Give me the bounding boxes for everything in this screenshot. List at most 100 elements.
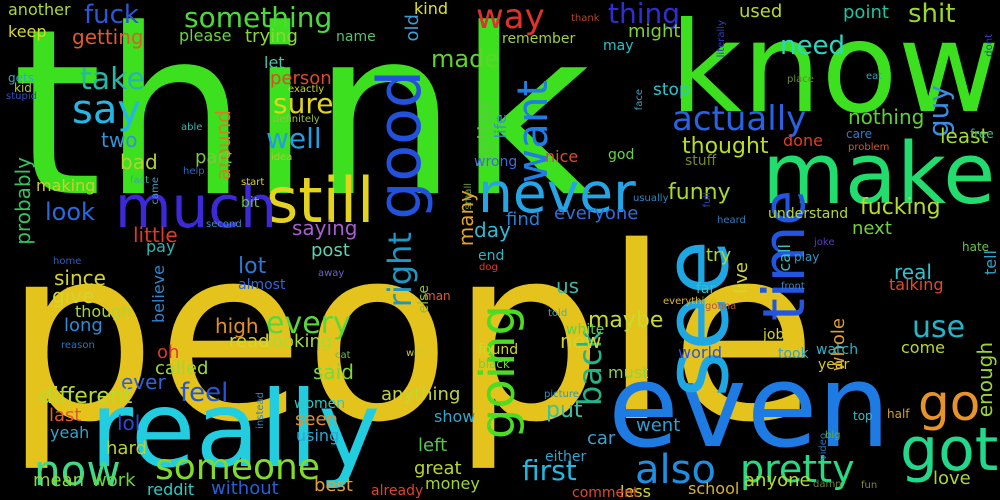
word-either: either xyxy=(545,449,587,465)
word-need: need xyxy=(780,31,845,61)
word-car: car xyxy=(587,428,616,449)
word-saying: saying xyxy=(292,216,358,240)
word-fun: fun xyxy=(861,480,878,491)
word-never: never xyxy=(478,161,636,225)
word-enough: enough xyxy=(973,342,997,418)
word-take: take xyxy=(80,62,145,97)
word-talking: talking xyxy=(889,275,944,294)
word-joke: joke xyxy=(814,237,835,248)
word-real: real xyxy=(894,260,932,284)
word-getting: getting xyxy=(72,25,144,49)
word-call: call xyxy=(775,244,794,272)
word-dog: dog xyxy=(479,262,498,273)
word-nothing: nothing xyxy=(848,105,925,129)
word-used: used xyxy=(739,1,783,22)
word-remember: remember xyxy=(502,31,576,47)
word-school: school xyxy=(688,479,740,498)
word-left: left xyxy=(418,435,448,456)
word-god: god xyxy=(608,147,635,163)
word-actually: actually xyxy=(672,99,807,139)
word-feel: feel xyxy=(180,378,229,408)
word-bad: bad xyxy=(120,150,158,174)
word-hard: hard xyxy=(106,438,147,459)
word-money: money xyxy=(425,474,480,493)
word-heard: heard xyxy=(717,215,746,226)
word-might: might xyxy=(628,21,681,42)
word-use: use xyxy=(912,310,966,345)
word-keep: keep xyxy=(8,22,47,41)
word-white: white xyxy=(566,322,605,338)
word-high: high xyxy=(215,314,259,338)
word-care: care xyxy=(846,127,873,141)
word-way: way xyxy=(476,0,545,37)
word-thank: thank xyxy=(571,13,600,24)
word-live: live xyxy=(731,262,752,294)
word-damn: damn xyxy=(813,479,842,490)
word-us: us xyxy=(556,274,580,298)
word-help: help xyxy=(183,166,205,177)
word-called: called xyxy=(155,358,209,379)
word-read: read xyxy=(229,331,270,352)
word-mean: mean xyxy=(33,470,85,491)
word-using: using xyxy=(296,426,340,445)
word-point: point xyxy=(843,2,889,23)
word-away: away xyxy=(318,268,345,279)
word-put: put xyxy=(546,398,583,423)
word-play: play xyxy=(794,250,820,264)
word-thing: thing xyxy=(608,0,681,30)
word-women: women xyxy=(294,396,346,412)
word-long: long xyxy=(64,315,103,336)
word-good: good xyxy=(365,70,435,220)
word-wrong: wrong xyxy=(474,154,518,170)
word-new: new xyxy=(560,329,602,353)
word-came: came xyxy=(150,177,161,205)
word-thought: thought xyxy=(682,134,769,159)
word-picture: picture xyxy=(544,389,579,400)
word-home: home xyxy=(53,256,82,267)
word-probably: probably xyxy=(11,157,35,245)
word-work: work xyxy=(92,470,136,491)
word-shit: shit xyxy=(908,0,956,29)
word-said: said xyxy=(313,360,354,384)
word-told: told xyxy=(548,308,568,319)
word-problem: problem xyxy=(848,142,890,153)
word-day: day xyxy=(474,218,511,242)
word-try: try xyxy=(706,245,732,266)
word-free: free xyxy=(970,127,994,141)
word-making: making xyxy=(36,176,96,195)
word-kind: kind xyxy=(414,0,449,18)
word-idea: idea xyxy=(271,152,293,163)
word-around: around xyxy=(211,110,235,181)
word-face: face xyxy=(634,89,645,111)
word-yeah: yeah xyxy=(50,423,90,442)
word-right: right xyxy=(381,232,419,308)
word-part: part xyxy=(195,147,232,168)
word-though: though xyxy=(75,302,132,321)
word-lol: lol xyxy=(117,411,141,435)
word-want: want xyxy=(508,80,557,184)
word-also: also xyxy=(635,447,716,493)
word-cat: cat xyxy=(335,350,351,361)
word-bit: bit xyxy=(241,195,260,211)
word-far: far xyxy=(696,281,716,297)
word-word: word xyxy=(406,348,431,359)
word-almost: almost xyxy=(238,277,286,293)
word-funny: funny xyxy=(668,180,731,205)
word-everyone: everyone xyxy=(554,203,639,224)
word-stuff: stuff xyxy=(685,153,717,169)
word-pay: pay xyxy=(146,237,176,256)
word-old: old xyxy=(402,14,423,42)
word-go: go xyxy=(918,374,981,432)
word-stupid: stupid xyxy=(6,91,37,102)
word-pretty: pretty xyxy=(740,447,855,491)
word-must: must xyxy=(608,363,649,382)
word-love: love xyxy=(933,468,971,489)
word-another: another xyxy=(8,0,71,19)
word-less: less xyxy=(620,482,651,500)
word-name: name xyxy=(336,29,376,45)
word-nice: nice xyxy=(545,147,579,166)
word-fuck: fuck xyxy=(84,0,139,30)
word-trying: trying xyxy=(245,26,298,47)
word-exactly: exactly xyxy=(288,84,325,95)
word-look: look xyxy=(45,198,95,226)
